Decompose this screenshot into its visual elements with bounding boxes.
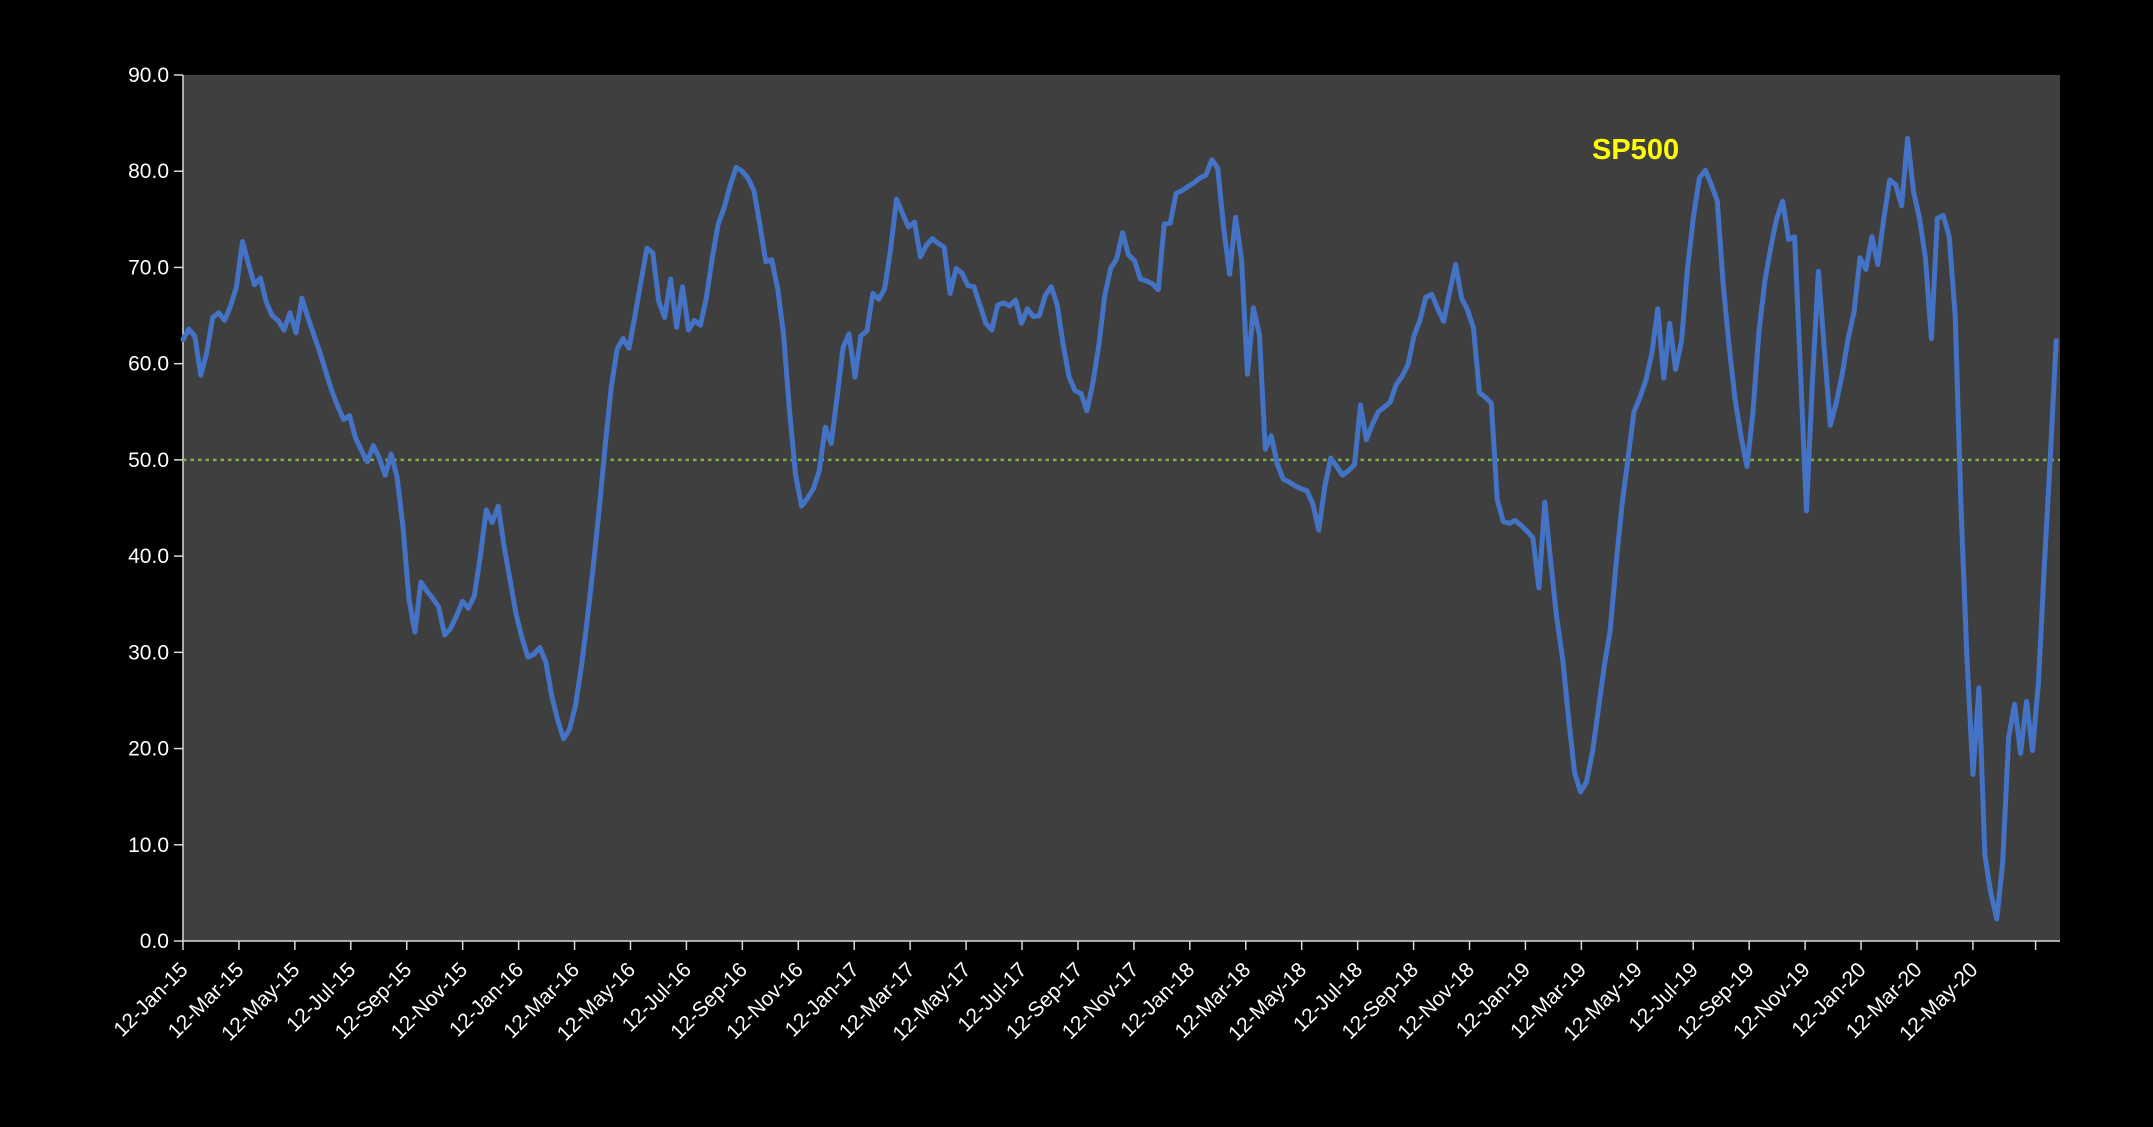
y-tick-label: 90.0: [128, 64, 169, 87]
y-tick-label: 20.0: [128, 738, 169, 761]
y-tick-label: 50.0: [128, 449, 169, 472]
y-tick-label: 70.0: [128, 256, 169, 279]
y-tick-label: 60.0: [128, 353, 169, 376]
x-axis: 12-Jan-1512-Mar-1512-May-1512-Jul-1512-S…: [109, 940, 2060, 1046]
y-axis: 0.0 10.0 20.0 30.0 40.0 50.0 60.0 70.0 80.0 90.0: [128, 64, 184, 953]
y-tick-label: 30.0: [128, 641, 169, 664]
y-tick-label: 0.0: [140, 930, 169, 953]
y-tick-label: 40.0: [128, 545, 169, 568]
y-tick-label: 10.0: [128, 834, 169, 857]
series-label: SP500: [1592, 134, 1680, 166]
plot-area: [183, 75, 2060, 941]
sp500-series-line: [180, 136, 2059, 922]
y-tick-label: 80.0: [128, 160, 169, 183]
